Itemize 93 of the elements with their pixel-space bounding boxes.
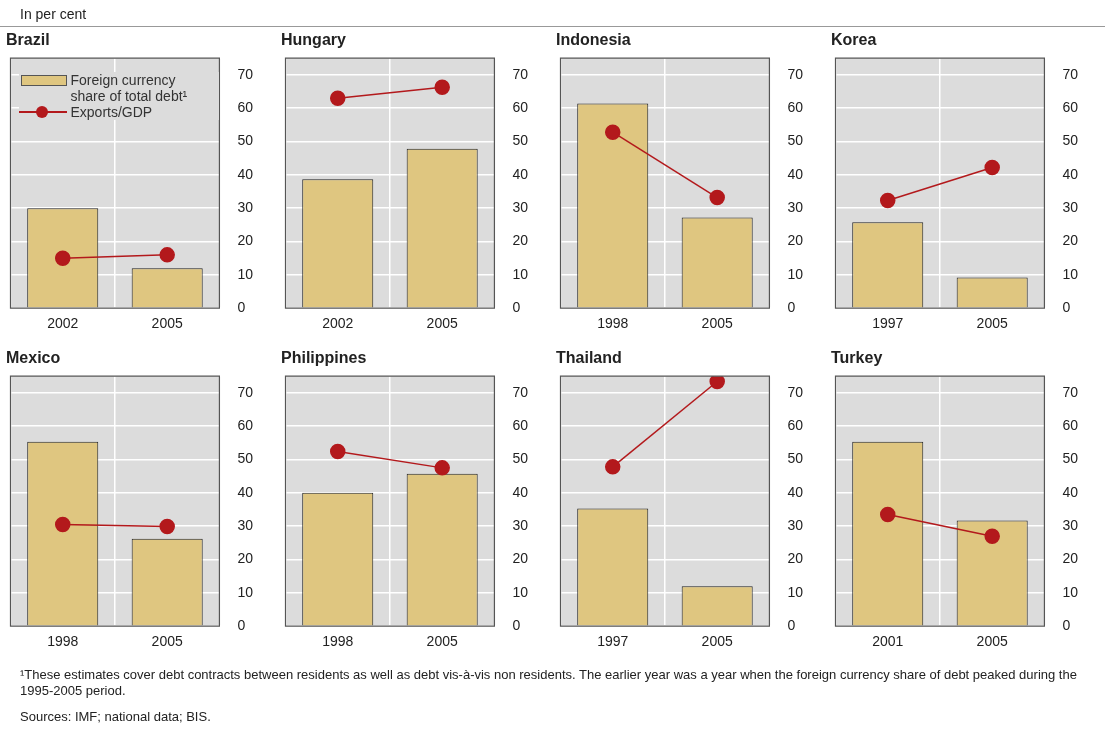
y-tick-label: 0 [1062,617,1071,634]
chart-title: Thailand [556,349,622,367]
source-note: Sources: IMF; national data; BIS. [20,709,212,725]
y-tick-label: 70 [512,65,529,82]
y-tick-label: 60 [787,417,804,434]
y-tick-label: 70 [787,65,804,82]
y-tick-label: 60 [1062,417,1079,434]
y-tick-label: 50 [237,450,254,467]
chart-title: Philippines [281,349,367,367]
y-tick-label: 30 [1062,517,1079,534]
chart-title: Turkey [831,349,883,367]
chart-title: Brazil [6,31,50,49]
y-tick-label: 50 [512,132,529,149]
x-tick-label: 1998 [47,633,79,650]
y-tick-label: 60 [512,417,529,434]
x-tick-label: 2002 [322,315,354,332]
y-tick-label: 10 [1062,265,1079,282]
x-tick-label: 2005 [701,315,733,332]
y-tick-label: 30 [237,517,254,534]
y-tick-label: 0 [1062,299,1071,316]
y-tick-label: 70 [512,383,529,400]
y-tick-label: 50 [237,132,254,149]
y-tick-label: 40 [1062,483,1079,500]
y-tick-label: 0 [237,617,246,634]
y-tick-label: 50 [1062,132,1079,149]
y-tick-label: 60 [512,99,529,116]
y-tick-label: 20 [237,232,254,249]
y-tick-label: 30 [787,517,804,534]
x-tick-label: 2005 [976,633,1008,650]
y-tick-label: 20 [787,232,804,249]
y-tick-label: 40 [1062,165,1079,182]
y-tick-label: 20 [512,232,529,249]
y-tick-label: 20 [1062,232,1079,249]
y-tick-label: 60 [1062,99,1079,116]
y-tick-label: 20 [1062,550,1079,567]
y-tick-label: 10 [512,265,529,282]
chart-title: Mexico [6,349,61,367]
x-tick-label: 2002 [47,315,79,332]
y-tick-label: 50 [787,132,804,149]
y-tick-label: 70 [237,65,254,82]
y-tick-label: 10 [1062,583,1079,600]
y-tick-label: 60 [237,417,254,434]
y-tick-label: 50 [512,450,529,467]
y-tick-label: 60 [237,99,254,116]
y-tick-label: 70 [1062,383,1079,400]
y-tick-label: 0 [787,299,796,316]
y-tick-label: 50 [787,450,804,467]
y-tick-label: 30 [787,199,804,216]
y-tick-label: 0 [512,299,521,316]
x-tick-label: 2005 [701,633,733,650]
y-tick-label: 20 [237,550,254,567]
x-tick-label: 1997 [872,315,904,332]
y-tick-label: 20 [512,550,529,567]
chart-title: Hungary [281,31,346,49]
x-tick-label: 1997 [597,633,629,650]
y-tick-label: 20 [787,550,804,567]
y-tick-label: 50 [1062,450,1079,467]
y-tick-label: 0 [237,299,246,316]
x-tick-label: 2005 [426,315,458,332]
y-tick-label: 30 [237,199,254,216]
chart-title: Indonesia [556,31,631,49]
y-tick-label: 40 [512,483,529,500]
y-tick-label: 40 [787,483,804,500]
y-tick-label: 30 [512,199,529,216]
y-tick-label: 10 [237,583,254,600]
x-tick-label: 2001 [872,633,904,650]
legend-label: Foreign currency share of total debt¹ [70,72,189,105]
y-tick-label: 60 [787,99,804,116]
chart-title: Korea [831,31,877,49]
x-tick-label: 1998 [322,633,354,650]
y-tick-label: 10 [237,265,254,282]
y-tick-label: 0 [787,617,796,634]
x-tick-label: 2005 [976,315,1008,332]
y-tick-label: 40 [237,483,254,500]
y-tick-label: 70 [237,383,254,400]
x-tick-label: 2005 [426,633,458,650]
y-tick-label: 70 [1062,65,1079,82]
y-tick-label: 0 [512,617,521,634]
y-tick-label: 10 [787,583,804,600]
y-tick-label: 70 [787,383,804,400]
y-tick-label: 40 [512,165,529,182]
text: In per cent [20,6,88,22]
legend-label: Exports/GDP [70,104,153,121]
y-tick-label: 40 [787,165,804,182]
y-tick-label: 40 [237,165,254,182]
y-tick-label: 10 [512,583,529,600]
y-tick-label: 30 [1062,199,1079,216]
x-tick-label: 2005 [151,315,183,332]
text: ¹These estimates cover debt contracts between residents as well as debt vis-à-vis non residents. The earlier year was a year when the foreign currency share of debt peaked during the 1995-2005 period. [20,667,1078,699]
x-tick-label: 2005 [151,633,183,650]
y-tick-label: 10 [787,265,804,282]
x-tick-label: 1998 [597,315,629,332]
y-tick-label: 30 [512,517,529,534]
